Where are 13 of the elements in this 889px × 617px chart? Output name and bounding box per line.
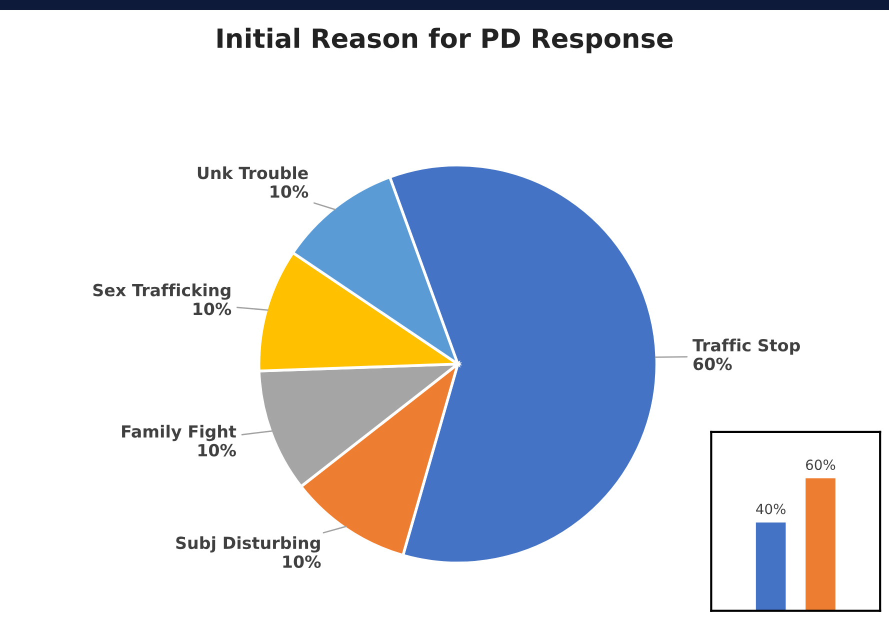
slice-label: Unk Trouble [198,166,308,180]
data-label: 10% [283,555,321,568]
slice-label: Family Fight [122,424,236,442]
data-label: 10% [194,302,232,316]
data-label: 60% [694,358,732,370]
slice-label: Traffic Stop [692,338,800,355]
slice-label: Subj Disturbing [176,536,320,553]
data-label: 40% [756,504,786,514]
data-label: 10% [198,444,236,457]
data-label: 10% [270,185,308,198]
chart-title: Initial Reason for PD Response [218,28,673,54]
slice-label: Sex Trafficking [93,284,230,300]
data-label: 60% [806,460,836,470]
